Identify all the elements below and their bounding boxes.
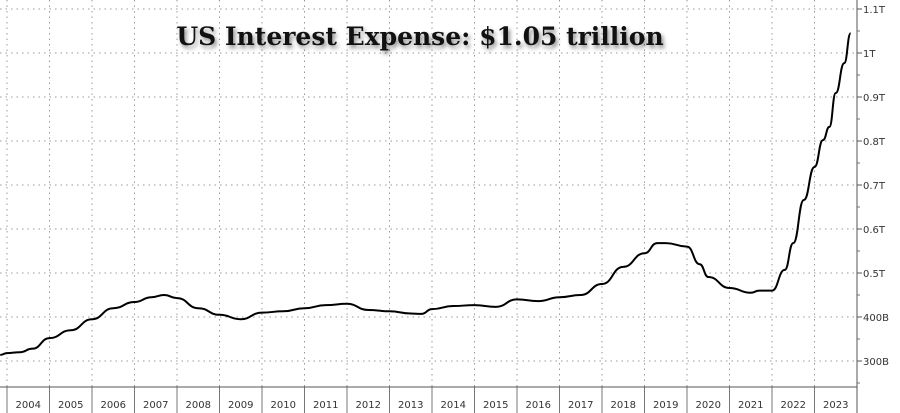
series-line-interest-expense [0, 32, 852, 356]
x-tick-label: 2022 [781, 400, 806, 411]
x-tick-label: 2020 [696, 400, 721, 411]
y-tick-label: 0.5T [863, 269, 886, 280]
x-tick-label: 2008 [186, 400, 211, 411]
x-tick-label: 2009 [228, 400, 253, 411]
series-layer [0, 32, 852, 356]
y-tick-label: 0.9T [863, 93, 886, 104]
x-tick-label: 2012 [356, 400, 381, 411]
x-tick-label: 2017 [568, 400, 593, 411]
y-tick-label: 0.7T [863, 181, 886, 192]
gridlines [0, 0, 858, 387]
x-tick-label: 2016 [526, 400, 551, 411]
x-tick-label: 2021 [738, 400, 763, 411]
y-tick-label: 1.1T [863, 5, 886, 16]
y-tick-label: 0.8T [863, 137, 886, 148]
x-tick-label: 2023 [823, 400, 848, 411]
y-tick-label: 0.6T [863, 225, 886, 236]
x-tick-label: 2014 [441, 400, 466, 411]
x-tick-label: 2005 [58, 400, 83, 411]
x-tick-label: 2006 [101, 400, 126, 411]
x-tick-label: 2019 [653, 400, 678, 411]
y-tick-label: 300B [863, 357, 889, 368]
x-tick-label: 2018 [611, 400, 636, 411]
y-tick-label: 1T [863, 49, 876, 60]
y-tick-label: 400B [863, 313, 889, 324]
x-tick-label: 2010 [271, 400, 296, 411]
x-tick-label: 2004 [16, 400, 41, 411]
x-tick-label: 2013 [398, 400, 423, 411]
x-tick-label: 2011 [313, 400, 338, 411]
x-tick-label: 2007 [143, 400, 168, 411]
chart-title: US Interest Expense: $1.05 trillion [176, 22, 663, 51]
x-tick-label: 2015 [483, 400, 508, 411]
